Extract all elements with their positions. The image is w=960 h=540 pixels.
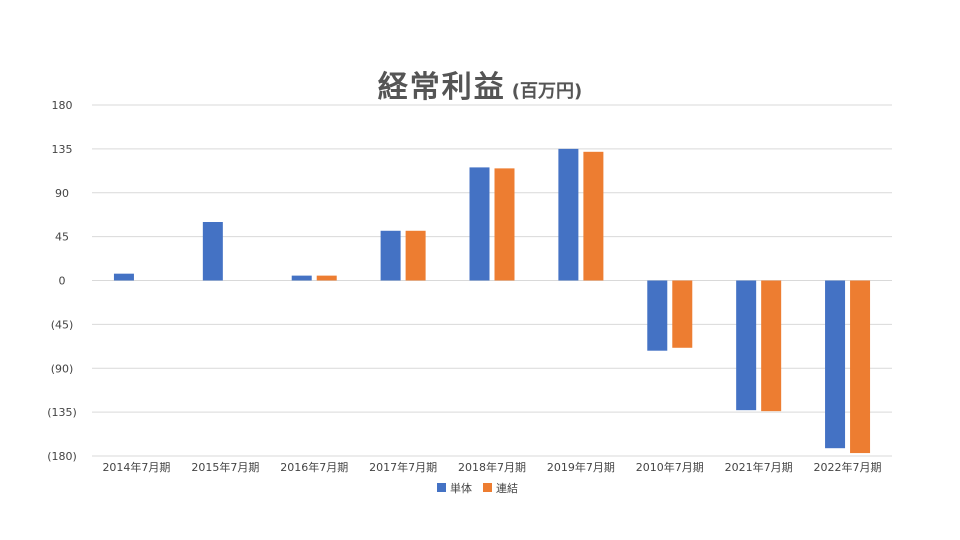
x-tick-label: 2018年7月期 <box>458 460 526 474</box>
y-axis-ticks: 180 135 90 45 0 (45) (90) (135) (180) <box>47 99 77 463</box>
x-tick-label: 2022年7月期 <box>814 460 882 474</box>
x-axis-ticks: 2014年7月期 2015年7月期 2016年7月期 2017年7月期 2018年7月期… <box>102 460 881 474</box>
legend-swatch <box>437 483 446 492</box>
bar-renketsu <box>850 280 871 454</box>
x-tick-label: 2014年7月期 <box>102 460 170 474</box>
bar-tantai <box>202 222 223 281</box>
y-tick-label: (135) <box>47 406 77 419</box>
legend-label: 連結 <box>496 481 518 495</box>
x-tick-label: 2010年7月期 <box>636 460 704 474</box>
bar-tantai <box>647 280 668 351</box>
x-tick-label: 2015年7月期 <box>191 460 259 474</box>
legend-swatch <box>483 483 492 492</box>
bar-renketsu <box>405 230 426 281</box>
y-tick-label: (45) <box>51 318 74 331</box>
chart-title-unit: (百万円) <box>511 81 583 102</box>
x-tick-label: 2021年7月期 <box>725 460 793 474</box>
bar-renketsu <box>316 275 337 281</box>
y-tick-label: 135 <box>52 143 73 156</box>
y-tick-label: (90) <box>51 362 74 375</box>
x-tick-label: 2017年7月期 <box>369 460 437 474</box>
bar-tantai <box>291 275 312 281</box>
bar-renketsu <box>672 280 693 348</box>
bar-tantai <box>469 167 490 281</box>
gridlines <box>92 104 892 457</box>
bar-renketsu <box>494 168 515 281</box>
bar-tantai <box>736 280 757 411</box>
y-tick-label: (180) <box>47 450 77 463</box>
legend: 単体 連結 <box>437 481 518 495</box>
y-tick-label: 0 <box>59 275 66 288</box>
chart-title-main: 経常利益 <box>377 70 506 105</box>
y-tick-label: 180 <box>52 99 73 112</box>
y-tick-label: 90 <box>55 187 69 200</box>
chart-title: 経常利益 (百万円) <box>0 62 960 106</box>
bar-renketsu <box>761 280 782 412</box>
bar-tantai <box>558 148 579 281</box>
legend-label: 単体 <box>450 481 472 495</box>
y-tick-label: 45 <box>55 231 69 244</box>
bar-renketsu <box>583 151 604 281</box>
bars <box>113 148 871 454</box>
bar-tantai <box>825 280 846 449</box>
bar-tantai <box>113 273 134 281</box>
x-tick-label: 2019年7月期 <box>547 460 615 474</box>
bar-tantai <box>380 230 401 281</box>
x-tick-label: 2016年7月期 <box>280 460 348 474</box>
